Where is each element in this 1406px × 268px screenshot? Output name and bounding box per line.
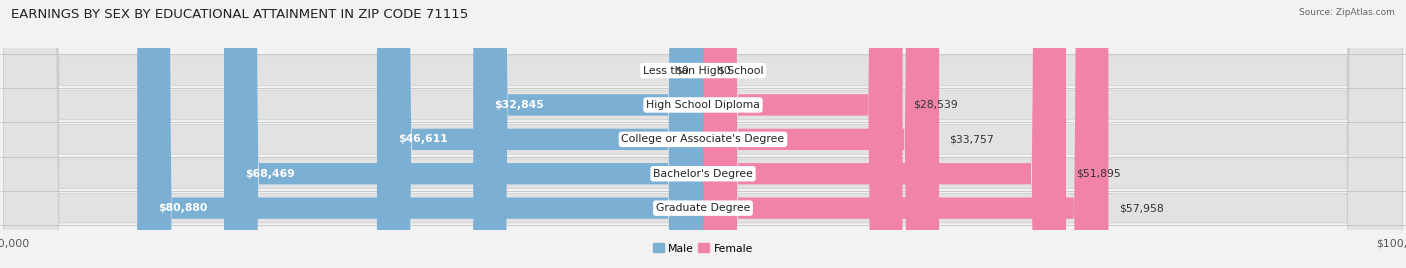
Text: $32,845: $32,845 xyxy=(495,100,544,110)
FancyBboxPatch shape xyxy=(3,0,1403,268)
Text: $28,539: $28,539 xyxy=(912,100,957,110)
Text: $0: $0 xyxy=(717,66,731,76)
Legend: Male, Female: Male, Female xyxy=(648,239,758,258)
FancyBboxPatch shape xyxy=(703,0,1066,268)
Text: $51,895: $51,895 xyxy=(1077,169,1121,179)
Text: EARNINGS BY SEX BY EDUCATIONAL ATTAINMENT IN ZIP CODE 71115: EARNINGS BY SEX BY EDUCATIONAL ATTAINMEN… xyxy=(11,8,468,21)
Text: Graduate Degree: Graduate Degree xyxy=(655,203,751,213)
Text: High School Diploma: High School Diploma xyxy=(647,100,759,110)
FancyBboxPatch shape xyxy=(703,0,1108,268)
FancyBboxPatch shape xyxy=(224,0,703,268)
FancyBboxPatch shape xyxy=(377,0,703,268)
Text: College or Associate's Degree: College or Associate's Degree xyxy=(621,134,785,144)
Text: $33,757: $33,757 xyxy=(949,134,994,144)
FancyBboxPatch shape xyxy=(3,0,1403,268)
Text: Bachelor's Degree: Bachelor's Degree xyxy=(652,169,754,179)
FancyBboxPatch shape xyxy=(703,0,939,268)
Text: Source: ZipAtlas.com: Source: ZipAtlas.com xyxy=(1299,8,1395,17)
Text: $80,880: $80,880 xyxy=(159,203,208,213)
Text: $0: $0 xyxy=(675,66,689,76)
FancyBboxPatch shape xyxy=(3,0,1403,268)
Text: Less than High School: Less than High School xyxy=(643,66,763,76)
FancyBboxPatch shape xyxy=(138,0,703,268)
FancyBboxPatch shape xyxy=(474,0,703,268)
Text: $68,469: $68,469 xyxy=(245,169,295,179)
FancyBboxPatch shape xyxy=(3,0,1403,268)
FancyBboxPatch shape xyxy=(3,0,1403,268)
Text: $57,958: $57,958 xyxy=(1119,203,1164,213)
Text: $46,611: $46,611 xyxy=(398,134,447,144)
FancyBboxPatch shape xyxy=(703,0,903,268)
